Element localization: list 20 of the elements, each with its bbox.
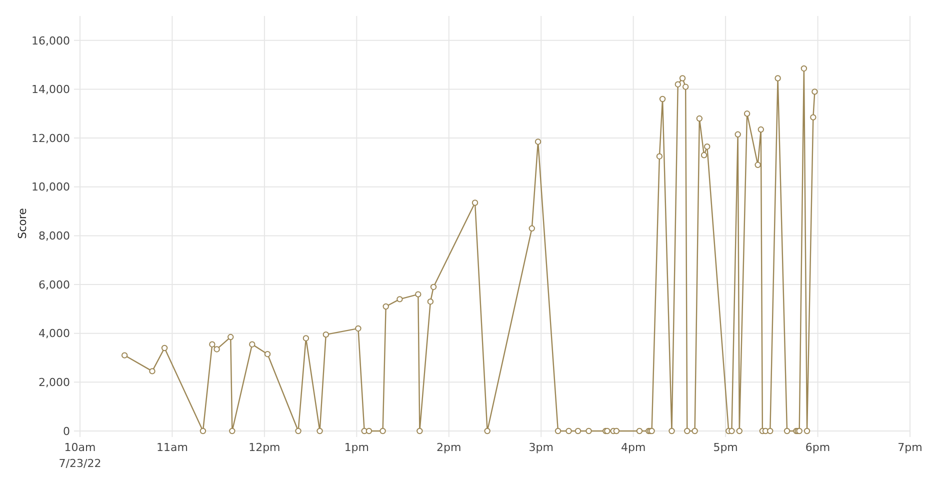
y-tick-label: 8,000 xyxy=(38,230,70,243)
x-tick-label: 10am 7/23/22 xyxy=(58,441,102,470)
y-tick-label: 10,000 xyxy=(32,180,70,194)
x-tick-label: 6pm xyxy=(805,441,830,454)
x-tick-label: 11am xyxy=(156,441,188,454)
x-tick-label: 3pm xyxy=(528,441,554,454)
x-tick-label: 5pm xyxy=(713,441,738,454)
x-tick-label: 1pm xyxy=(344,441,370,454)
y-axis-title: Score xyxy=(16,208,29,239)
y-tick-label: 4,000 xyxy=(38,327,70,340)
x-tick-label: 12pm xyxy=(248,441,280,454)
y-tick-label: 14,000 xyxy=(32,83,70,96)
y-tick-label: 0 xyxy=(63,424,70,438)
y-tick-label: 2,000 xyxy=(38,376,70,390)
y-tick-label: 16,000 xyxy=(32,34,70,48)
x-tick-label: 4pm xyxy=(620,441,646,454)
x-tick-label: 2pm xyxy=(436,441,462,454)
y-tick-label: 12,000 xyxy=(32,132,70,145)
y-tick-label: 6,000 xyxy=(38,278,70,292)
x-tick-label: 7pm xyxy=(898,441,922,454)
